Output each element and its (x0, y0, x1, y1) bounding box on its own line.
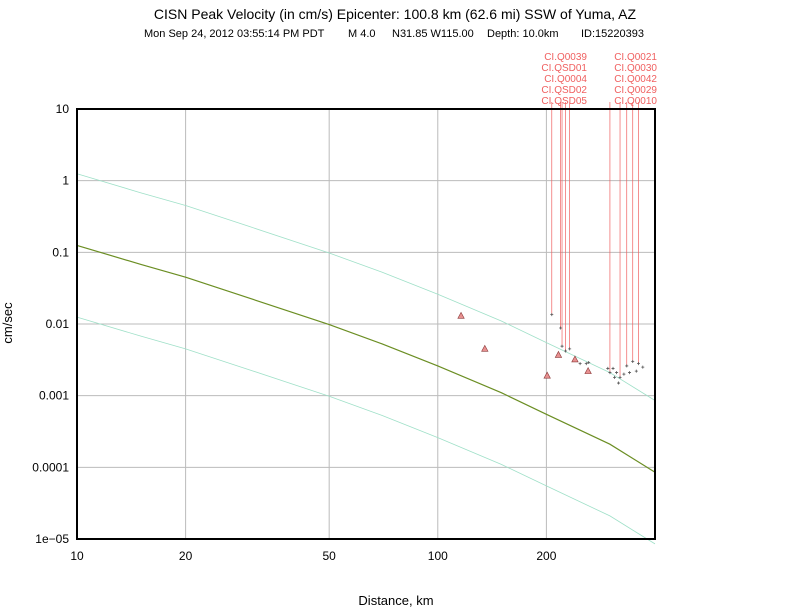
event-magnitude: M 4.0 (348, 28, 376, 40)
x-axis-label: Distance, km (358, 593, 433, 608)
station-leader-lines (551, 102, 639, 378)
triangle-point (584, 366, 592, 374)
plus-point (615, 371, 619, 375)
plus-point (634, 369, 638, 373)
y-tick-label: 0.1 (52, 245, 69, 259)
station-label: CI.Q0021 (614, 52, 657, 63)
plus-point (613, 375, 617, 379)
triangle-point (554, 350, 563, 358)
plus-point (611, 366, 615, 370)
x-tick-label: 10 (70, 549, 84, 563)
event-id: ID:15220393 (581, 28, 644, 40)
plus-point (587, 361, 591, 365)
plus-point (636, 362, 640, 366)
plus-point (622, 372, 626, 376)
station-label: CI.Q0030 (614, 63, 657, 74)
station-label: CI.QSD02 (541, 85, 587, 96)
event-datetime: Mon Sep 24, 2012 03:55:14 PM PDT (144, 28, 325, 40)
event-depth: Depth: 10.0km (487, 28, 559, 40)
lower-curve (76, 316, 656, 545)
y-tick-label: 1 (62, 174, 69, 188)
x-tick-label: 50 (322, 549, 336, 563)
plus-point (560, 344, 564, 348)
plus-point (606, 366, 610, 370)
station-label: CI.Q0004 (544, 74, 587, 85)
y-tick-label: 0.001 (39, 389, 69, 403)
chart-subtitle: Mon Sep 24, 2012 03:55:14 PM PDT M 4.0 N… (144, 28, 644, 40)
plot-frame (76, 108, 656, 540)
triangle-point (571, 355, 579, 363)
plus-point (641, 365, 645, 369)
grid (76, 108, 655, 540)
station-label: CI.Q0029 (614, 85, 657, 96)
station-label: CI.Q0039 (544, 52, 587, 63)
station-label: CI.Q0010 (614, 96, 657, 107)
plus-point (625, 364, 629, 368)
model-curves (76, 173, 656, 545)
x-tick-label: 200 (536, 549, 556, 563)
upper-curve (76, 173, 656, 401)
station-label: CI.QSD05 (541, 96, 587, 107)
x-tick-label: 100 (428, 549, 448, 563)
plus-point (608, 371, 612, 375)
plus-point (550, 313, 554, 317)
plus-point (559, 326, 563, 330)
plus-point (564, 349, 568, 353)
station-label: CI.Q0042 (614, 74, 657, 85)
plus-point (618, 375, 622, 379)
data-points (457, 311, 645, 385)
plus-point (631, 359, 635, 363)
station-label: CI.QSD01 (541, 63, 587, 74)
y-tick-label: 0.0001 (32, 460, 69, 474)
median-curve (76, 244, 656, 473)
chart-title: CISN Peak Velocity (in cm/s) Epicenter: … (154, 6, 637, 22)
triangle-point (543, 371, 551, 379)
station-labels: CI.Q0039CI.QSD01CI.Q0004CI.QSD02CI.QSD05… (541, 52, 657, 107)
plus-point (578, 362, 582, 366)
triangle-point (481, 344, 489, 352)
triangle-point (457, 311, 465, 319)
plus-point (628, 371, 632, 375)
y-tick-label: 10 (56, 102, 70, 116)
y-tick-labels: 10 1 0.1 0.01 0.001 0.0001 1e−05 (32, 102, 69, 546)
plus-point (584, 362, 588, 366)
x-tick-labels: 10 20 50 100 200 (70, 549, 556, 563)
y-axis-label: cm/sec (0, 302, 15, 344)
y-tick-label: 0.01 (46, 317, 70, 331)
event-location: N31.85 W115.00 (392, 28, 474, 40)
y-tick-label: 1e−05 (35, 532, 69, 546)
plus-point (617, 381, 621, 385)
x-tick-label: 20 (179, 549, 193, 563)
plus-point (568, 347, 572, 351)
